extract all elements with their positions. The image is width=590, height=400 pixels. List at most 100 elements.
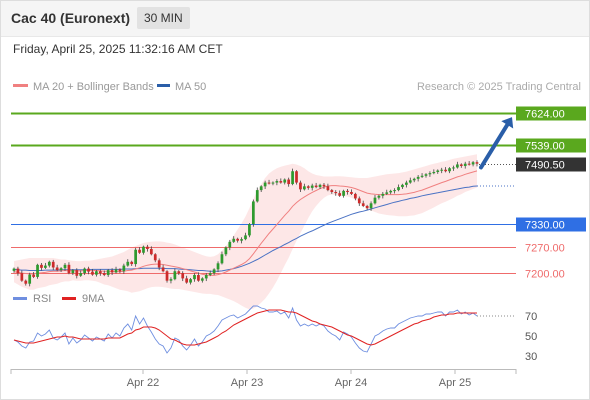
candle-body — [24, 280, 28, 284]
ma50-legend-swatch — [157, 84, 170, 87]
level-label-resistance: 7624.00 — [525, 109, 565, 121]
candle-body — [67, 264, 71, 274]
candle-body — [302, 186, 306, 190]
candle-body — [444, 169, 447, 172]
candle-body — [318, 184, 322, 188]
candle-body — [28, 274, 32, 284]
candle-body — [106, 270, 110, 276]
candle-body — [204, 275, 208, 279]
rsi-ma-legend-label: 9MA — [82, 293, 105, 305]
candle-body — [146, 246, 149, 249]
chart-header: Cac 40 (Euronext) 30 MIN — [0, 0, 590, 37]
candle-body — [416, 176, 420, 179]
candle-body — [342, 190, 345, 196]
candle-body — [248, 224, 251, 236]
ma50-line — [13, 185, 478, 272]
candle-body — [255, 190, 259, 202]
candle-body — [161, 267, 165, 272]
candle-body — [138, 249, 141, 253]
candle-body — [36, 264, 39, 277]
rsi-legend-label: RSI — [33, 293, 51, 305]
candle-body — [346, 190, 349, 192]
report-datetime: Friday, April 25, 2025 11:32:16 AM CET — [13, 42, 223, 56]
candle-body — [12, 268, 16, 271]
level-label-resistance: 7539.00 — [525, 141, 565, 153]
candle-body — [295, 171, 298, 183]
candle-body — [456, 164, 459, 168]
candle-body — [436, 170, 440, 172]
candle-body — [279, 181, 283, 183]
last-price-label: 7490.50 — [525, 160, 565, 172]
candle-body — [365, 205, 369, 209]
ma50-legend-label: MA 50 — [175, 81, 206, 93]
candle-body — [189, 279, 192, 283]
candle-body — [224, 247, 228, 255]
candle-body — [330, 190, 334, 192]
candle-body — [134, 249, 137, 265]
candle-body — [122, 265, 126, 272]
candle-body — [153, 254, 157, 261]
candle-body — [275, 181, 279, 183]
rsi-ma-legend-swatch — [62, 297, 76, 300]
candle-body — [240, 239, 243, 241]
candle-body — [95, 271, 98, 275]
candle-body — [397, 187, 400, 191]
candle-body — [44, 265, 47, 268]
candle-body — [114, 269, 118, 273]
x-axis-tick-label: Apr 23 — [231, 377, 263, 389]
candle-body — [200, 278, 204, 281]
candle-body — [373, 197, 377, 204]
level-label-pivot: 7330.00 — [525, 220, 565, 232]
candle-body — [71, 270, 75, 274]
ma20-legend-label: MA 20 + Bollinger Bands — [33, 81, 154, 93]
ma20-line — [13, 170, 478, 276]
candle-body — [322, 184, 326, 187]
candle-body — [32, 274, 35, 277]
candle-body — [16, 268, 20, 274]
candle-body — [354, 193, 357, 199]
candle-body — [350, 192, 353, 194]
candle-body — [251, 201, 255, 225]
candle-body — [130, 261, 134, 265]
candle-body — [452, 167, 455, 169]
candle-body — [165, 271, 169, 281]
candle-body — [228, 241, 232, 248]
candle-body — [381, 193, 385, 196]
rsi-legend-swatch — [13, 297, 27, 300]
candle-body — [79, 273, 83, 276]
candle-body — [471, 162, 475, 165]
x-axis-tick-label: Apr 25 — [439, 377, 471, 389]
candle-body — [401, 184, 404, 188]
ma20-legend-swatch — [13, 84, 28, 87]
candle-body — [393, 190, 396, 192]
candle-body — [287, 179, 291, 185]
candle-body — [47, 261, 51, 266]
candle-body — [475, 162, 479, 164]
candle-body — [169, 279, 173, 281]
candle-body — [236, 238, 240, 241]
candle-body — [216, 263, 220, 270]
candle-body — [326, 186, 330, 191]
candle-body — [220, 254, 224, 264]
candle-body — [338, 193, 342, 196]
candle-body — [424, 174, 428, 176]
candle-body — [142, 246, 145, 253]
candle-body — [357, 198, 361, 204]
timeframe-button[interactable]: 30 MIN — [137, 7, 190, 29]
candle-body — [389, 190, 393, 193]
level-label-support: 7270.00 — [525, 243, 565, 255]
rsi-tick-label: 70 — [525, 311, 537, 323]
candle-body — [181, 273, 185, 279]
candle-body — [299, 182, 302, 190]
candle-body — [306, 186, 310, 188]
candle-body — [432, 172, 436, 174]
candle-body — [102, 273, 106, 276]
candle-body — [75, 270, 79, 276]
candle-body — [412, 178, 416, 181]
candle-body — [263, 182, 267, 187]
candle-body — [149, 248, 153, 255]
instrument-title: Cac 40 (Euronext) — [11, 10, 131, 26]
candle-body — [193, 275, 196, 280]
candle-body — [212, 269, 216, 274]
bollinger-band-area — [14, 154, 477, 310]
